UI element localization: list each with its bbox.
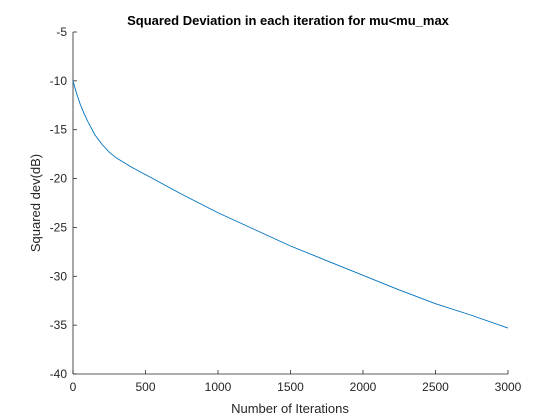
y-tick-label: -40 — [50, 367, 68, 381]
x-tick-label: 0 — [70, 380, 77, 394]
x-tick-label: 2500 — [422, 380, 449, 394]
plot-axes — [73, 32, 508, 374]
chart-title: Squared Deviation in each iteration for … — [127, 13, 450, 28]
y-tick-label: -35 — [50, 318, 68, 332]
y-tick-label: -5 — [56, 25, 67, 39]
plot-area — [73, 32, 508, 374]
x-tick-label: 2000 — [350, 380, 377, 394]
x-tick-label: 500 — [135, 380, 155, 394]
y-axis-title: Squared dev(dB) — [28, 154, 43, 252]
x-tick-label: 1500 — [277, 380, 304, 394]
y-tick-label: -25 — [50, 220, 68, 234]
x-tick-label: 3000 — [495, 380, 522, 394]
y-tick-label: -20 — [50, 172, 68, 186]
y-tick-label: -15 — [50, 123, 68, 137]
x-tick-label: 1000 — [205, 380, 232, 394]
x-axis-title: Number of Iterations — [231, 401, 349, 416]
y-tick-label: -30 — [50, 269, 68, 283]
y-tick-label: -10 — [50, 74, 68, 88]
